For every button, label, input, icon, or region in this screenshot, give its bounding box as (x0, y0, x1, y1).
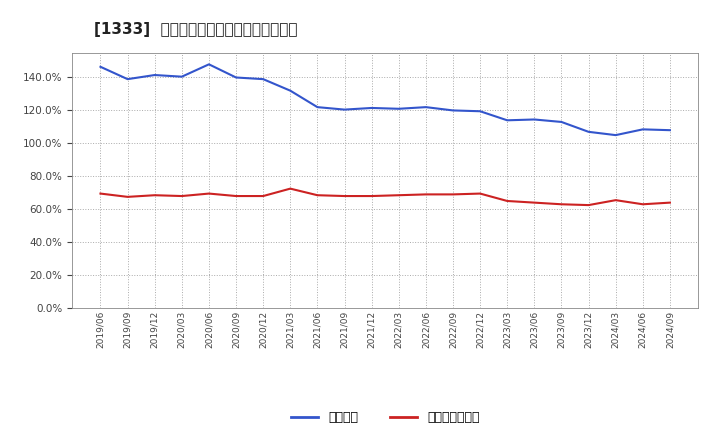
固定比率 (123, 77, 132, 82)
Text: [1333]  固定比率、固定長期適合率の推移: [1333] 固定比率、固定長期適合率の推移 (94, 22, 297, 37)
固定長期適合率 (449, 192, 457, 197)
固定長期適合率 (584, 202, 593, 208)
固定長期適合率 (503, 198, 511, 204)
Legend: 固定比率, 固定長期適合率: 固定比率, 固定長期適合率 (291, 411, 480, 424)
固定長期適合率 (150, 193, 159, 198)
固定比率 (96, 64, 105, 70)
固定比率 (421, 104, 430, 110)
固定長期適合率 (395, 193, 403, 198)
固定長期適合率 (476, 191, 485, 196)
固定比率 (449, 108, 457, 113)
固定長期適合率 (204, 191, 213, 196)
固定比率 (476, 109, 485, 114)
固定比率 (367, 105, 376, 110)
固定長期適合率 (611, 198, 620, 203)
固定長期適合率 (259, 194, 268, 199)
固定比率 (639, 127, 647, 132)
固定比率 (503, 117, 511, 123)
固定比率 (395, 106, 403, 111)
固定長期適合率 (367, 194, 376, 199)
固定比率 (204, 62, 213, 67)
固定長期適合率 (286, 186, 294, 191)
固定長期適合率 (421, 192, 430, 197)
固定長期適合率 (178, 194, 186, 199)
固定比率 (178, 74, 186, 79)
固定比率 (313, 104, 322, 110)
固定長期適合率 (123, 194, 132, 199)
固定長期適合率 (96, 191, 105, 196)
固定長期適合率 (557, 202, 566, 207)
固定長期適合率 (639, 202, 647, 207)
固定比率 (259, 77, 268, 82)
固定比率 (665, 128, 674, 133)
固定長期適合率 (530, 200, 539, 205)
固定比率 (232, 75, 240, 80)
固定比率 (150, 73, 159, 78)
固定長期適合率 (665, 200, 674, 205)
固定比率 (286, 88, 294, 93)
Line: 固定長期適合率: 固定長期適合率 (101, 189, 670, 205)
固定長期適合率 (232, 194, 240, 199)
固定比率 (557, 119, 566, 125)
固定比率 (584, 129, 593, 135)
固定比率 (341, 107, 349, 112)
固定比率 (530, 117, 539, 122)
固定長期適合率 (313, 193, 322, 198)
Line: 固定比率: 固定比率 (101, 64, 670, 135)
固定比率 (611, 132, 620, 138)
固定長期適合率 (341, 194, 349, 199)
